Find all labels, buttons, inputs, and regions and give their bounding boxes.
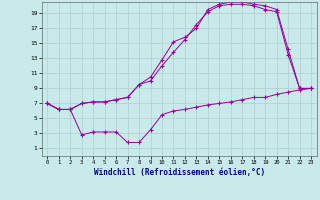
X-axis label: Windchill (Refroidissement éolien,°C): Windchill (Refroidissement éolien,°C)	[94, 168, 265, 177]
